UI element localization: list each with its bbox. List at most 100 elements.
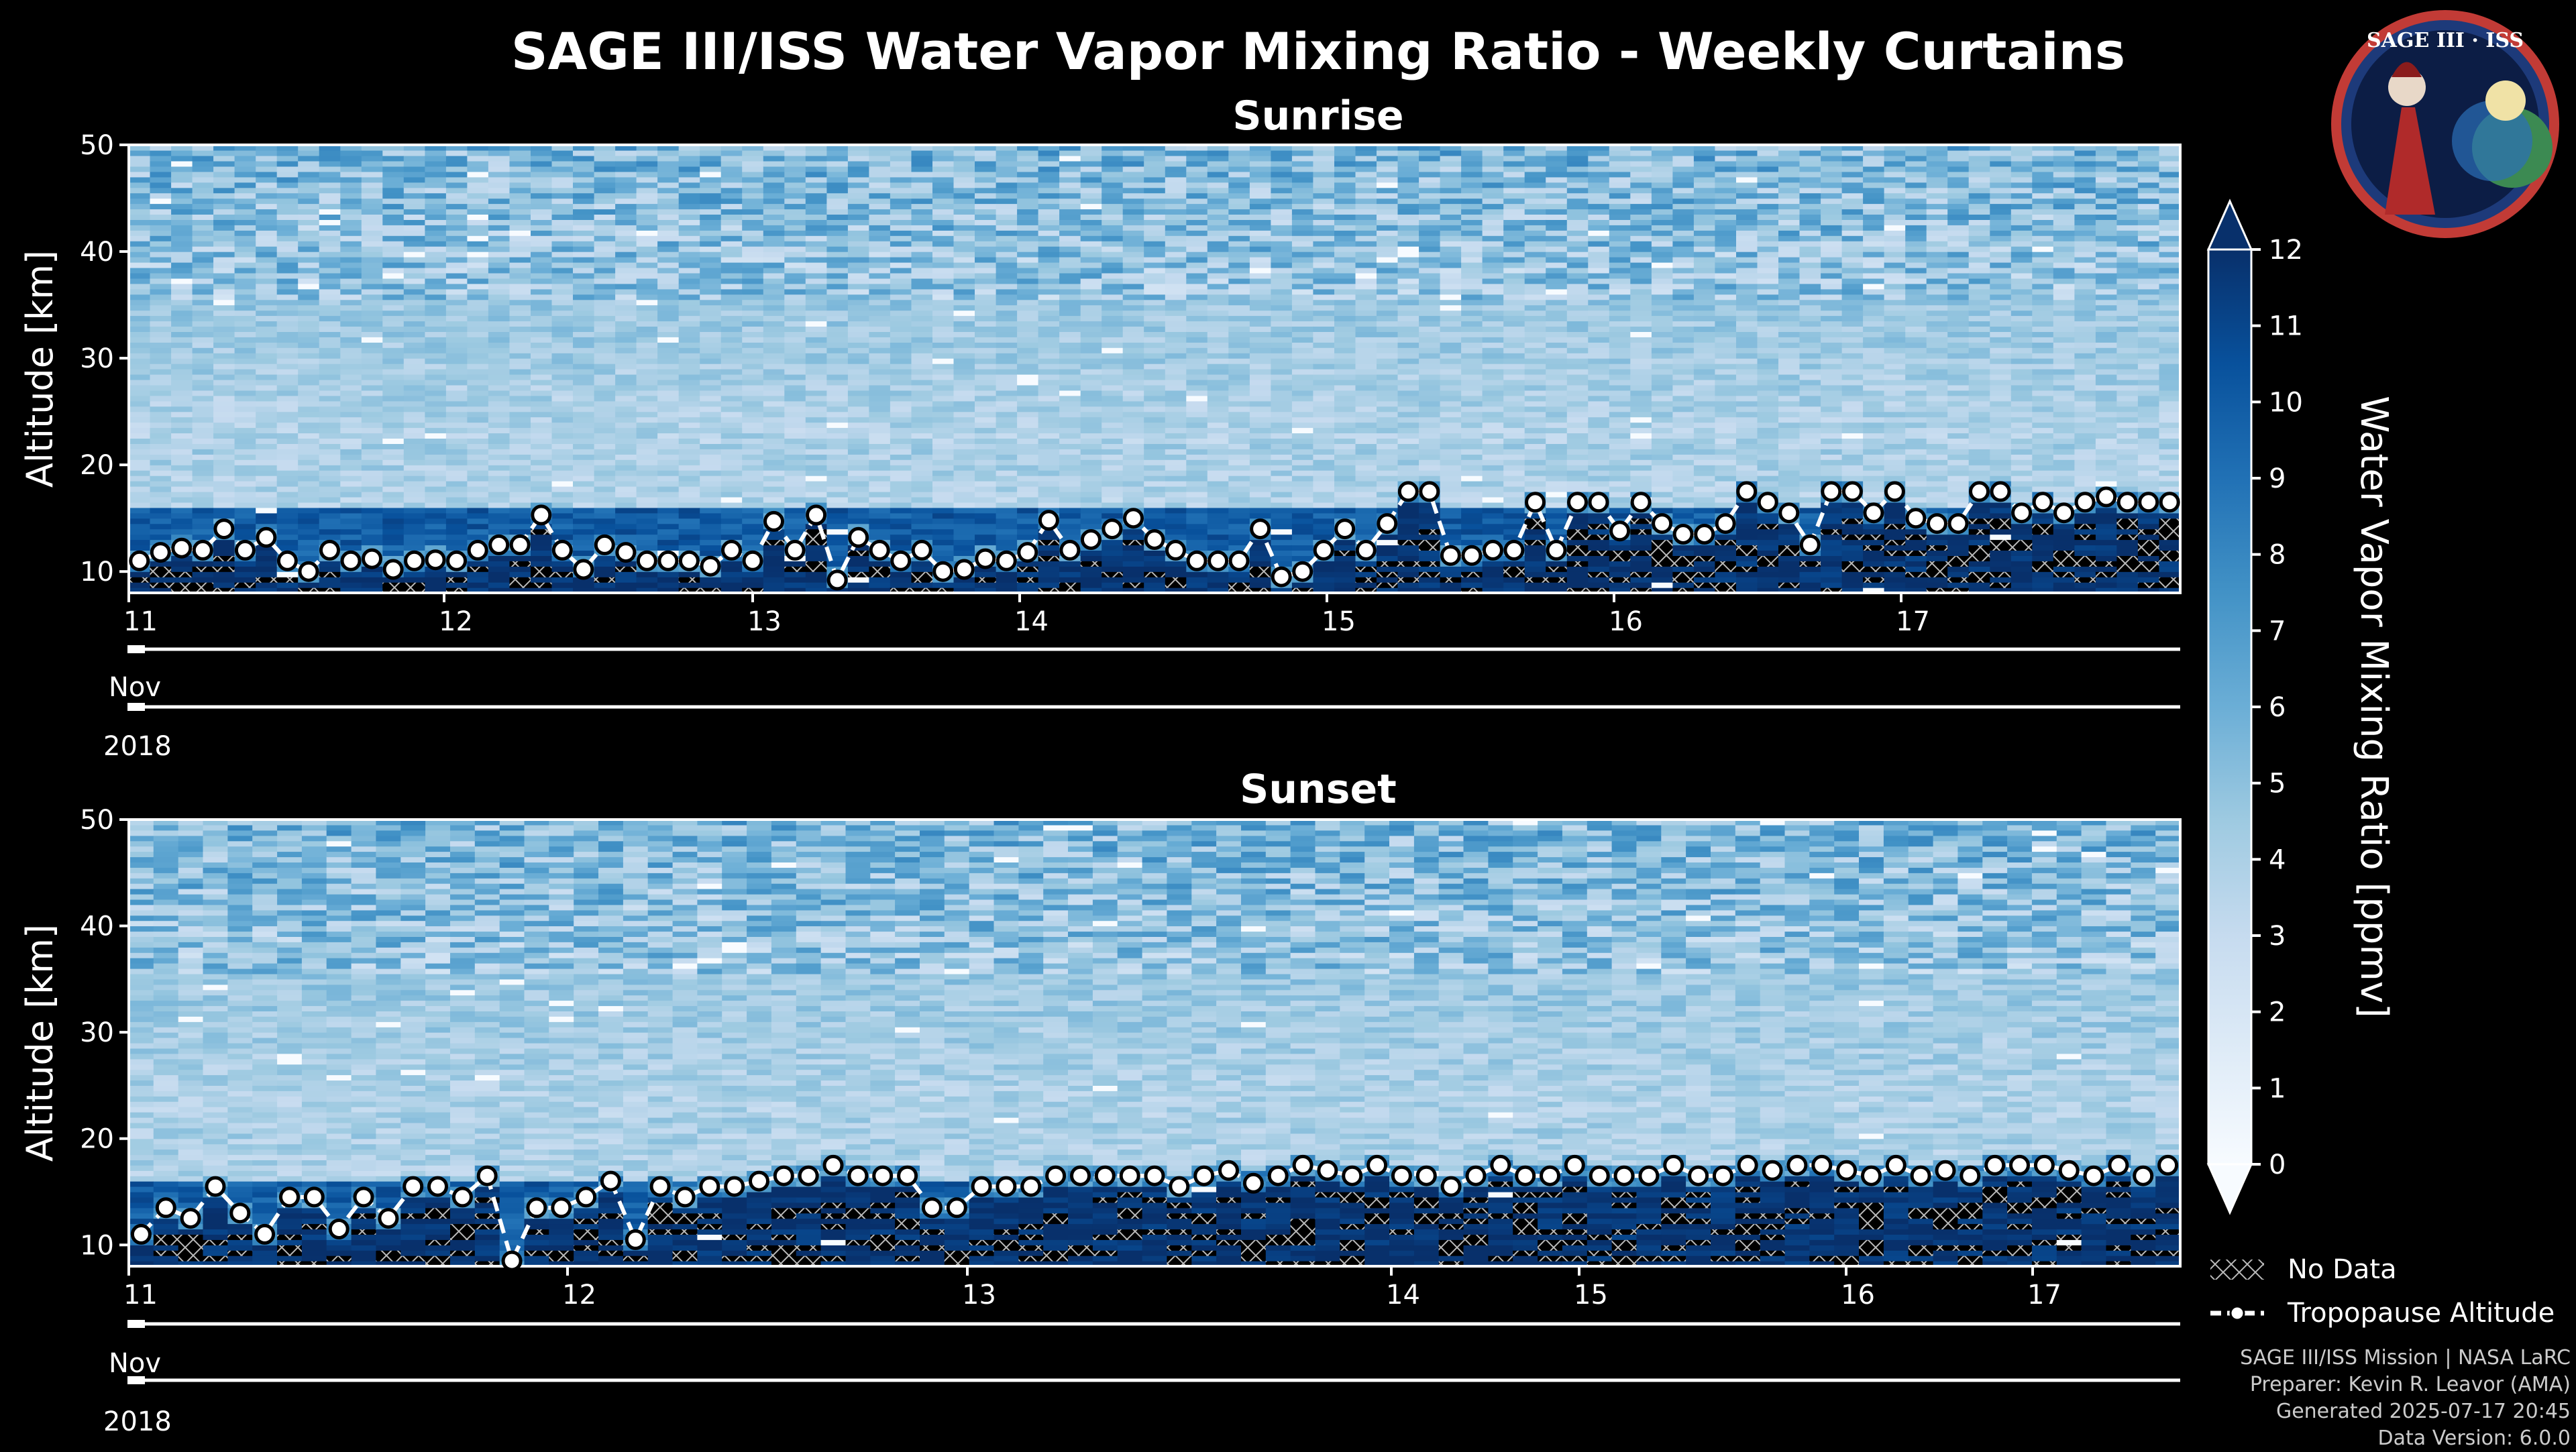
tropopause-point <box>342 552 360 569</box>
tropopause-point <box>427 551 444 569</box>
tropopause-point <box>702 557 719 575</box>
tropopause-point <box>503 1252 521 1270</box>
tropopause-point <box>1865 504 1882 522</box>
x-tick-label: 15 <box>1574 1280 1608 1310</box>
legend-no-data: No Data <box>2207 1254 2397 1285</box>
tropopause-point <box>1591 1167 1608 1184</box>
tropopause-point <box>2140 494 2157 511</box>
y-axis-label: Altitude [km] <box>19 924 61 1162</box>
tropopause-point <box>1019 544 1036 561</box>
tropopause-point <box>131 552 148 569</box>
tropopause-point <box>215 520 233 538</box>
x-tick-label: 13 <box>747 606 782 637</box>
tropopause-point <box>1315 541 1332 559</box>
tropopause-point <box>2055 504 2073 522</box>
colorbar-tick-label: 10 <box>2269 387 2303 418</box>
no-data-hatch-icon <box>2207 1256 2267 1283</box>
tropopause-point <box>1230 552 1248 569</box>
tropopause-point <box>948 1199 965 1217</box>
tropopause-point <box>1590 494 1607 511</box>
tropopause-point <box>1838 1162 1856 1179</box>
tropopause-point <box>533 506 550 524</box>
tropopause-point <box>1484 541 1501 559</box>
tropopause-point <box>1759 494 1776 511</box>
tropopause-point <box>182 1210 199 1227</box>
x-tick-label: 15 <box>1322 606 1356 637</box>
tropopause-point <box>1104 520 1121 538</box>
x-tick-label: 11 <box>123 606 158 637</box>
colorbar-tick-label: 0 <box>2269 1150 2286 1180</box>
tropopause-point <box>1907 510 1925 527</box>
tropopause-point <box>1210 552 1227 569</box>
tropopause-point <box>977 550 994 567</box>
tropopause-point <box>429 1178 447 1195</box>
tropopause-point <box>2011 1156 2029 1174</box>
tropopause-point <box>775 1167 792 1184</box>
tropopause-point <box>800 1167 817 1184</box>
tropopause-point <box>173 539 191 557</box>
tropopause-point <box>1986 1156 2004 1174</box>
tropopause-point <box>1294 1156 1311 1174</box>
tropopause-point <box>849 1167 867 1184</box>
tropopause-point <box>1843 483 1861 500</box>
tropopause-point <box>364 550 381 567</box>
colorbar-tick-label: 3 <box>2269 921 2286 952</box>
tropopause-point <box>1417 1167 1435 1184</box>
y-tick-label: 20 <box>80 450 114 481</box>
footer-mission: SAGE III/ISS Mission | NASA LaRC <box>2240 1345 2571 1372</box>
tropopause-point <box>638 552 655 569</box>
tropopause-point <box>1690 1167 1707 1184</box>
tropopause-point <box>1764 1162 1781 1179</box>
tropopause-point <box>1220 1162 1238 1179</box>
tropopause-point <box>1887 1156 1904 1174</box>
tropopause-point <box>1615 1167 1633 1184</box>
tropopause-point <box>1399 483 1417 500</box>
tropopause-point <box>1569 494 1587 511</box>
x-tick-label: 12 <box>562 1280 596 1310</box>
tropopause-point <box>1421 483 1438 500</box>
tropopause-point <box>1949 515 1967 533</box>
tropopause-point <box>1971 483 1988 500</box>
tropopause-point <box>1696 526 1713 543</box>
tropopause-point <box>1912 1167 1929 1184</box>
tropopause-point <box>453 1188 471 1206</box>
colorbar-tick-label: 6 <box>2269 692 2286 723</box>
tropopause-point <box>923 1199 941 1217</box>
colorbar-tick-label: 11 <box>2269 311 2303 342</box>
tropopause-point <box>330 1221 347 1238</box>
colorbar-extend-min <box>2208 1164 2251 1213</box>
x-tick-label: 11 <box>123 1280 158 1310</box>
tropopause-point <box>955 561 973 578</box>
tropopause-point <box>676 1188 694 1206</box>
sunset-panel-title: Sunset <box>0 766 2576 813</box>
tropopause-point <box>765 512 783 530</box>
tropopause-point <box>1517 1167 1534 1184</box>
tropopause-point <box>2110 1156 2127 1174</box>
tropopause-point <box>305 1188 323 1206</box>
tropopause-point <box>384 561 402 578</box>
tropopause-point <box>278 552 296 569</box>
tropopause-point <box>1717 515 1734 533</box>
x-tick-label: 14 <box>1014 606 1049 637</box>
tropopause-point <box>355 1188 372 1206</box>
tropopause-point <box>281 1188 299 1206</box>
tropopause-point <box>1714 1167 1731 1184</box>
tropopause-point <box>1527 494 1544 511</box>
tropopause-point <box>850 528 867 546</box>
x-tick-label: 13 <box>962 1280 996 1310</box>
colorbar-gradient <box>2208 249 2251 1164</box>
heatmap-cells <box>129 820 2181 1267</box>
y-tick-label: 10 <box>80 1230 114 1261</box>
x-tick-label: 16 <box>1841 1280 1875 1310</box>
tropopause-point <box>553 541 571 559</box>
tropopause-point <box>1813 1156 1831 1174</box>
heatmap-cells <box>129 145 2181 594</box>
y-axis-label: Altitude [km] <box>19 250 61 488</box>
tropopause-point <box>1125 510 1142 527</box>
tropopause-point <box>1929 515 1946 533</box>
tropopause-point <box>874 1167 892 1184</box>
footer-credits: SAGE III/ISS Mission | NASA LaRC Prepare… <box>2240 1345 2571 1452</box>
tropopause-point <box>1886 483 1903 500</box>
